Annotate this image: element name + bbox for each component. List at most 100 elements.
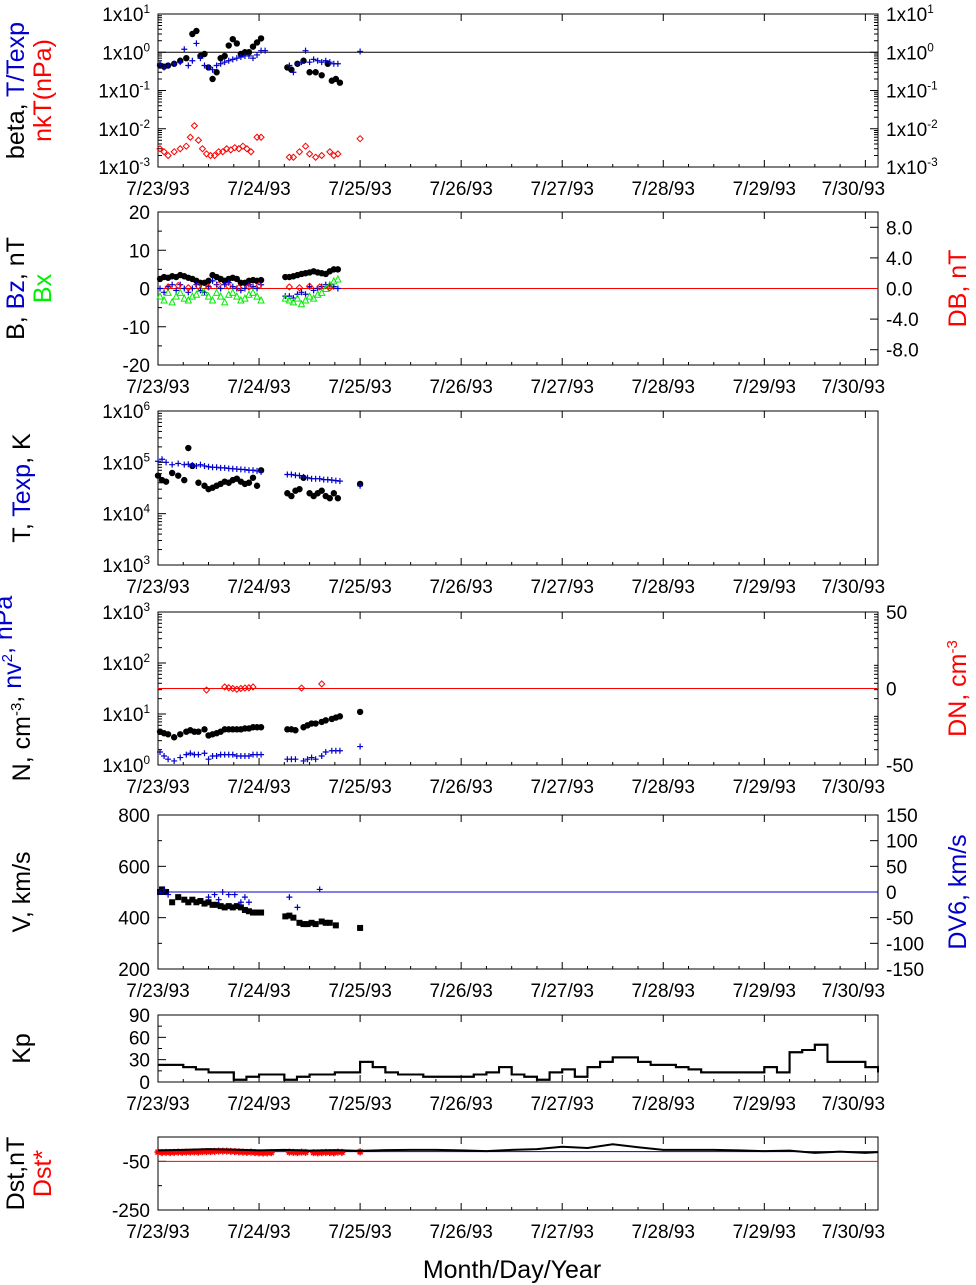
x-tick-label: 7/28/93 [632,179,695,200]
x-tick-label: 7/25/93 [328,1094,391,1115]
data-point-plus [209,277,216,284]
data-point-dot [154,472,162,479]
label-part: Bx [29,273,57,303]
series [156,122,364,161]
data-point-dot [292,727,299,734]
data-point-plus [314,57,321,64]
data-point-diamond [289,153,298,161]
data-point-plus [304,474,311,481]
data-point-square [181,896,188,903]
label-part: Texp [8,464,36,517]
y-tick-label-right: 100 [886,832,918,853]
data-point-triangle [325,280,334,289]
data-point-star [330,1149,338,1157]
data-point-plus [215,896,222,903]
tick-exponent: 4 [143,503,150,516]
data-point-star [302,1148,310,1156]
data-point-dot [233,40,241,47]
tick-exponent: 1 [143,703,150,716]
tick-base: 1x10 [102,756,143,777]
y-tick-label-left: 400 [118,909,150,930]
x-tick-label: 7/29/93 [733,577,796,598]
x-tick-label: 7/25/93 [328,981,391,1002]
data-point-diamond [245,283,253,291]
data-point-triangle [334,274,342,283]
panel-bfield: 7/23/93 7/24/93 7/25/93 7/26/93 7/27/93 7/28/… [2,203,972,398]
data-point-plus [262,47,269,54]
data-point-diamond [253,133,261,141]
panel-beta: 7/23/93 7/24/93 7/25/93 7/26/93 7/27/93 7/28/… [2,3,938,200]
data-point-square [326,919,333,926]
data-point-star [243,1148,251,1156]
label-part: T/Texp [2,22,30,97]
data-point-plus [205,894,212,901]
data-point-plus [288,471,295,478]
data-point-square [318,918,325,925]
label-part: B, [2,309,30,340]
tick-exponent: -1 [140,80,150,93]
data-point-square [322,919,329,926]
data-point-star [186,1148,194,1156]
data-point-dot [253,482,261,489]
y-tick-label-left: 1x104 [102,503,150,526]
data-point-plus [183,751,190,758]
data-point-plus [286,894,293,901]
y-tick-label-left: -50 [123,1152,150,1173]
x-tick-label: 7/24/93 [227,377,290,398]
data-point-square [233,903,240,910]
data-point-plus [197,55,204,62]
x-tick-label: 7/30/93 [822,777,885,798]
plot-frame [157,410,879,566]
data-point-diamond [243,145,251,153]
data-point-square [213,901,220,908]
data-point-triangle [297,299,306,308]
data-point-square [312,921,319,928]
x-tick-label: 7/24/93 [227,577,290,598]
data-point-plus [157,60,164,67]
data-point-diamond [305,282,314,290]
data-point-diamond [190,122,199,130]
y-tick-label-left: 1x100 [102,41,150,64]
data-point-plus [187,750,194,757]
data-point-star [297,1148,305,1156]
x-tick-label: 7/30/93 [822,1094,885,1115]
x-tick-label: 7/25/93 [328,179,391,200]
data-point-dot [205,277,212,285]
label-part: DV6, km/s [944,834,972,949]
x-tick-label: 7/25/93 [328,1222,391,1243]
data-point-dot [288,492,295,500]
data-point-plus [209,66,216,73]
x-tick-label: 7/28/93 [632,981,695,1002]
data-point-star [255,1149,263,1157]
data-point-plus [171,60,178,67]
data-point-plus [213,62,220,69]
data-point-dot [201,726,208,733]
data-point-star [162,1148,170,1156]
label-superscript: -3 [8,703,25,716]
data-point-plus [177,754,184,761]
data-point-star [322,1148,330,1156]
tick-exponent: -2 [927,118,937,131]
data-point-plus [334,60,341,67]
data-point-plus [201,62,208,69]
data-point-diamond [220,683,229,691]
y-axis-title-right: DV6, km/s [944,834,972,949]
data-point-diamond [356,134,364,143]
data-point-plus [292,756,299,763]
data-point-plus [245,899,252,906]
data-point-plus [169,281,176,288]
data-point-star [247,1148,255,1156]
data-point-dot [318,487,325,494]
data-point-plus [326,59,333,66]
data-point-square [290,914,297,921]
data-point-square [197,897,204,904]
data-point-triangle [172,292,180,300]
data-point-triangle [285,295,294,304]
x-tick-label: 7/27/93 [531,1222,594,1243]
x-tick-label: 7/27/93 [531,577,594,598]
data-point-plus [157,889,164,895]
y-tick-label-right: 1x10-2 [886,118,938,141]
data-point-triangle [233,292,241,300]
data-point-dot [209,75,216,83]
tick-exponent: -3 [140,156,151,169]
